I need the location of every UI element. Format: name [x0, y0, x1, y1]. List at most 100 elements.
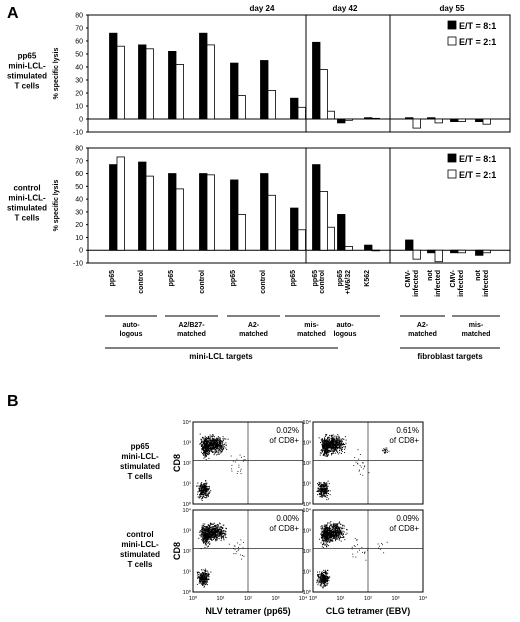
scatter-dot: [204, 437, 206, 439]
scatter-dot: [203, 439, 205, 441]
scatter-dot: [321, 525, 323, 527]
scatter-dot: [220, 442, 222, 444]
scatter-dot: [384, 451, 386, 453]
scatter-dot: [342, 533, 344, 535]
scatter-dot: [214, 444, 216, 446]
scatter-dot: [206, 490, 208, 492]
scatter-dot: [326, 443, 328, 445]
scatter-dot: [202, 486, 204, 488]
scatter-dot: [383, 552, 385, 554]
scatter-dot: [216, 527, 218, 529]
scatter-dot: [338, 522, 340, 524]
scatter-dot: [341, 531, 343, 533]
scatter-dot: [204, 486, 206, 488]
scatter-dot: [237, 470, 239, 472]
scatter-dot: [217, 536, 219, 538]
scatter-dot: [322, 489, 324, 491]
scatter-dot: [329, 442, 331, 444]
scatter-dot: [343, 438, 345, 440]
scatter-dot: [336, 526, 338, 528]
scatter-dot: [322, 579, 324, 581]
scatter-dot: [327, 438, 329, 440]
scatter-dot: [360, 466, 362, 468]
scatter-dot: [200, 438, 202, 440]
scatter-dot: [201, 482, 203, 484]
bar: [199, 32, 208, 120]
scatter-dot: [327, 437, 329, 439]
scatter-dot: [214, 529, 216, 531]
scatter-dot: [326, 490, 328, 492]
percent-label: 0.61%: [396, 426, 419, 435]
scatter-dot: [320, 533, 322, 535]
scatter-dot: [200, 579, 202, 581]
scatter-dot: [323, 542, 325, 544]
scatter-dot: [203, 534, 205, 536]
scatter-dot: [329, 525, 331, 527]
scatter-dot: [202, 491, 204, 493]
scatter-dot: [206, 536, 208, 538]
scatter-dot: [325, 579, 327, 581]
scatter-dot: [205, 539, 207, 541]
scatter-dot: [206, 485, 208, 487]
scatter-dot: [327, 528, 329, 530]
scatter-dot: [331, 540, 333, 542]
scatter-dot: [323, 531, 325, 533]
scatter-dot: [342, 533, 344, 535]
scatter-dot: [221, 446, 223, 448]
scatter-dot: [332, 526, 334, 528]
scatter-dot: [210, 526, 212, 528]
scatter-dot: [333, 530, 335, 532]
scatter-dot: [231, 468, 233, 470]
scatter-dot: [203, 581, 205, 583]
scatter-dot: [328, 529, 330, 531]
scatter-dot: [204, 442, 206, 444]
scatter-dot: [325, 443, 327, 445]
scatter-dot: [201, 578, 203, 580]
scatter-dot: [202, 577, 204, 579]
scatter-dot: [197, 573, 199, 575]
subpanel-frame: [389, 14, 511, 133]
scatter-dot: [333, 442, 335, 444]
scatter-dot: [216, 531, 218, 533]
group-label: logous: [334, 331, 357, 338]
scatter-dot: [203, 450, 205, 452]
scatter-dot: [206, 528, 208, 530]
scatter-dot: [207, 440, 209, 442]
scatter-dot: [208, 485, 210, 487]
scatter-dot: [323, 535, 325, 537]
scatter-dot: [320, 491, 322, 493]
scatter-dot: [204, 439, 206, 441]
y-tick-label: 30: [75, 78, 83, 85]
scatter-dot: [317, 487, 319, 489]
scatter-dot: [327, 448, 329, 450]
scatter-dot: [324, 448, 326, 450]
scatter-dot: [339, 531, 341, 533]
scatter-dot: [331, 525, 333, 527]
scatter-dot: [243, 456, 245, 457]
scatter-dot: [215, 446, 217, 448]
scatter-dot: [320, 490, 322, 492]
scatter-dot: [203, 527, 205, 529]
scatter-dot: [334, 523, 336, 525]
scatter-dot: [335, 452, 337, 454]
scatter-dot: [323, 438, 325, 440]
scatter-dot: [321, 441, 323, 443]
scatter-dot: [219, 529, 221, 531]
scatter-dot: [326, 527, 328, 529]
scatter-dot: [218, 446, 220, 448]
scatter-dot: [326, 577, 328, 579]
scatter-dot: [225, 533, 227, 535]
scatter-dot: [323, 487, 325, 489]
scatter-dot: [215, 445, 217, 447]
scatter-dot: [378, 547, 380, 549]
bar: [312, 164, 321, 251]
scatter-dot: [206, 483, 208, 485]
y-tick-label: 10: [75, 104, 83, 111]
scatter-dot: [321, 540, 323, 542]
scatter-dot: [206, 442, 208, 444]
scatter-dot: [337, 443, 339, 445]
legend-label: E/T = 8:1: [459, 21, 496, 31]
scatter-dot: [203, 485, 205, 487]
bar: [412, 118, 421, 129]
scatter-dot: [198, 485, 200, 487]
